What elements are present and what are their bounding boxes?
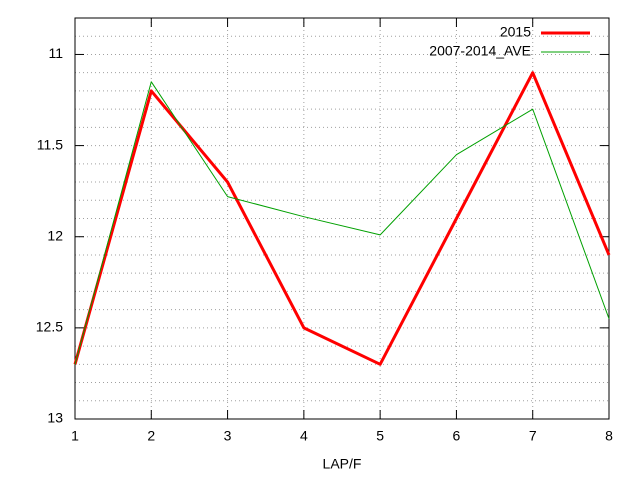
legend-label: 2015 [500,24,531,40]
x-tick-label: 8 [605,428,613,444]
y-tick-label: 12.5 [36,319,63,335]
y-tick-label: 11.5 [37,136,63,152]
x-tick-label: 4 [300,428,308,444]
x-tick-label: 5 [376,428,384,444]
series-line [74,81,610,365]
x-tick-label: 1 [71,428,79,444]
x-tick-label: 2 [147,428,155,444]
y-tick-label: 13 [47,410,63,426]
series-line [73,71,611,366]
y-tick-label: 11 [48,45,63,61]
x-tick-label: 6 [453,428,461,444]
x-tick-label: 7 [529,428,537,444]
x-tick-label: 3 [224,428,232,444]
legend-label: 2007-2014_AVE [429,43,531,59]
y-tick-label: 12 [47,227,63,243]
x-axis-label: LAP/F [323,456,362,472]
plot-frame [74,17,610,420]
